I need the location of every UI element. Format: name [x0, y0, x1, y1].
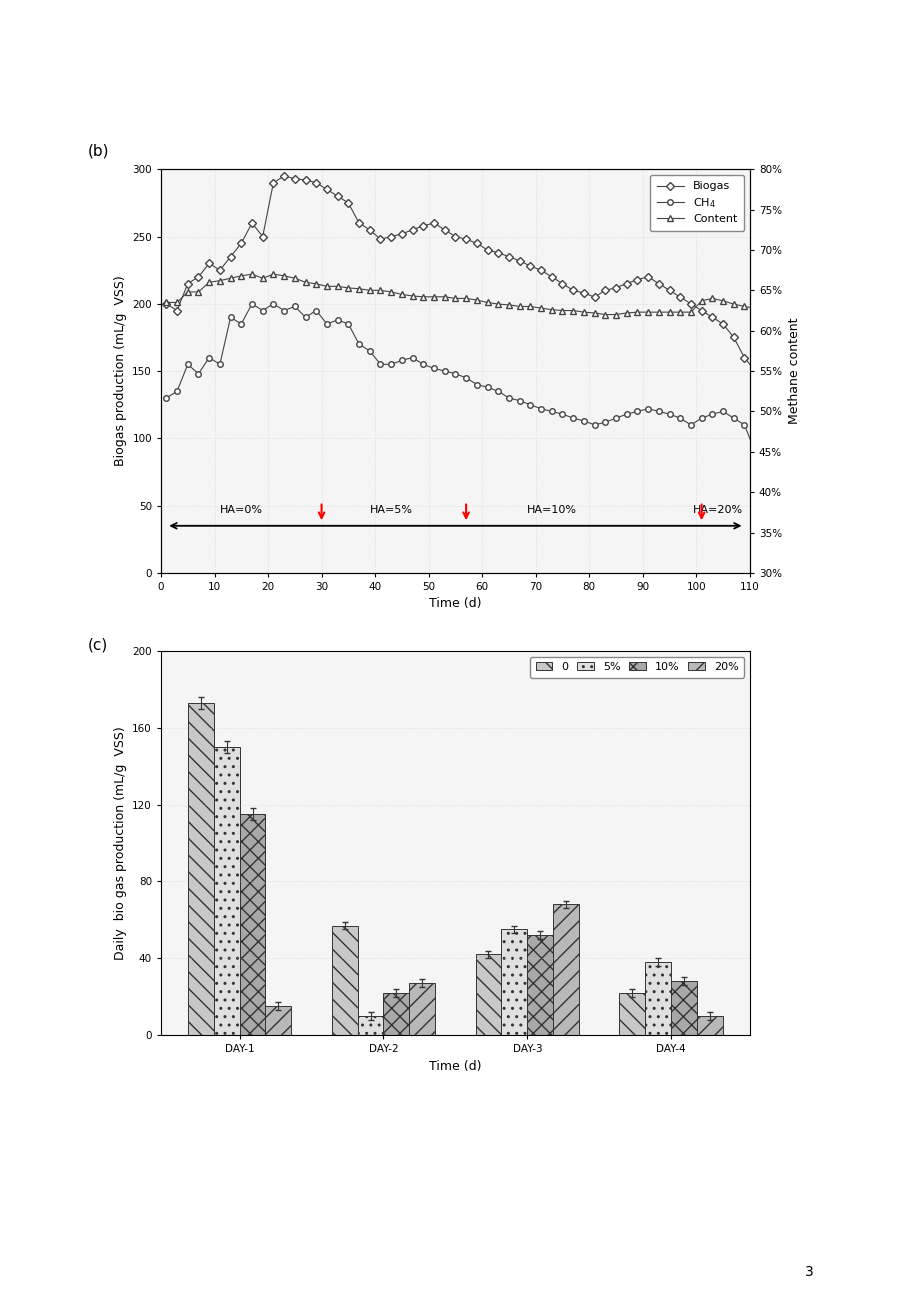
Content: [278, 268, 289, 284]
Line: Content: Content: [164, 271, 800, 319]
Bar: [697, 1016, 722, 1035]
Text: HA=0%: HA=0%: [220, 505, 263, 516]
Bar: [644, 962, 671, 1035]
Bar: [187, 703, 213, 1035]
Text: HA=20%: HA=20%: [692, 505, 742, 516]
X-axis label: Time (d): Time (d): [428, 1060, 482, 1073]
Text: (b): (b): [87, 143, 108, 159]
Text: HA=10%: HA=10%: [527, 505, 576, 516]
Y-axis label: Biogas production (mL/g  VSS): Biogas production (mL/g VSS): [114, 276, 127, 466]
Biogas: [267, 174, 278, 190]
X-axis label: Time (d): Time (d): [428, 598, 482, 611]
Text: (c): (c): [87, 638, 108, 654]
CH$_4$: [246, 296, 257, 311]
Biogas: [375, 232, 386, 247]
CH$_4$: [353, 336, 364, 352]
Bar: [409, 983, 435, 1035]
Content: [567, 302, 578, 318]
Legend: Biogas, CH$_4$, Content: Biogas, CH$_4$, Content: [649, 174, 743, 230]
Biogas: [353, 215, 364, 230]
Bar: [501, 930, 527, 1035]
CH$_4$: [567, 410, 578, 426]
Content: [246, 267, 257, 283]
Content: [385, 284, 396, 299]
Content: [791, 309, 802, 324]
Y-axis label: Methane content: Methane content: [787, 318, 800, 424]
Biogas: [385, 229, 396, 245]
Line: Biogas: Biogas: [164, 173, 800, 467]
CH$_4$: [385, 357, 396, 372]
CH$_4$: [278, 302, 289, 318]
Content: [353, 281, 364, 297]
Bar: [552, 905, 579, 1035]
CH$_4$: [161, 391, 172, 406]
Content: [161, 294, 172, 310]
Bar: [357, 1016, 383, 1035]
Line: CH$_4$: CH$_4$: [164, 301, 800, 482]
Bar: [383, 993, 409, 1035]
Y-axis label: Daily  bio gas production (mL/g  VSS): Daily bio gas production (mL/g VSS): [114, 727, 127, 960]
Bar: [331, 926, 357, 1035]
Content: [332, 279, 343, 294]
Bar: [527, 935, 552, 1035]
Text: HA=5%: HA=5%: [369, 505, 413, 516]
Bar: [239, 814, 266, 1035]
Text: 3: 3: [804, 1266, 813, 1279]
Bar: [266, 1006, 291, 1035]
Biogas: [332, 189, 343, 204]
Bar: [475, 954, 501, 1035]
CH$_4$: [332, 312, 343, 328]
Legend: 0, 5%, 10%, 20%: 0, 5%, 10%, 20%: [529, 656, 743, 677]
Biogas: [791, 457, 802, 473]
Bar: [213, 747, 239, 1035]
Biogas: [567, 283, 578, 298]
Bar: [618, 993, 644, 1035]
Biogas: [161, 296, 172, 311]
CH$_4$: [375, 357, 386, 372]
Bar: [671, 982, 697, 1035]
Biogas: [278, 168, 289, 184]
CH$_4$: [791, 471, 802, 487]
Content: [375, 283, 386, 298]
